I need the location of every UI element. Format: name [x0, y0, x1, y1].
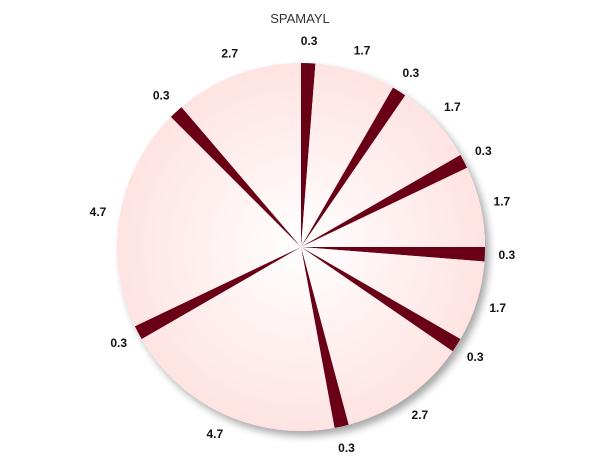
slice-label-14: 4.7 [90, 205, 107, 219]
pie-slice-15 [170, 107, 301, 247]
slice-label-6: 1.7 [494, 195, 511, 209]
pie-slice-9 [301, 247, 461, 352]
pie-slice-1 [301, 63, 316, 247]
pie-slice-5 [301, 155, 468, 247]
slice-label-12: 4.7 [206, 427, 223, 441]
pie-slice-12 [141, 247, 335, 432]
pie-slice-6 [301, 167, 485, 247]
pie-slice-4 [301, 95, 461, 247]
pie-slice-11 [301, 247, 349, 428]
pie-slice-10 [301, 247, 453, 425]
slice-label-1: 0.3 [301, 34, 318, 48]
slice-label-8: 1.7 [489, 301, 506, 315]
slice-label-5: 0.3 [475, 144, 492, 158]
pie-slices [116, 63, 485, 432]
slice-label-15: 0.3 [153, 89, 170, 103]
slice-label-9: 0.3 [467, 350, 484, 364]
slice-label-13: 0.3 [110, 336, 127, 350]
slice-label-3: 0.3 [403, 66, 420, 80]
pie-slice-7 [301, 247, 485, 262]
pie-slice-3 [301, 87, 406, 248]
pie-slice-13 [134, 247, 301, 339]
chart-title: SPAMAYL [270, 11, 329, 26]
pie-slice-16 [181, 63, 301, 247]
pie-slice-2 [301, 63, 393, 247]
slice-label-4: 1.7 [444, 100, 461, 114]
slice-label-11: 0.3 [338, 441, 355, 455]
slice-label-2: 1.7 [354, 43, 371, 57]
slice-label-16: 2.7 [221, 47, 238, 61]
slice-labels: 0.3 1.7 0.3 1.7 0.3 1.7 0.3 1.7 0.3 2.7 0.3 4.7 0.3 4… [90, 34, 516, 455]
slice-label-7: 0.3 [498, 248, 515, 262]
pie-slice-8 [301, 247, 485, 339]
pie-slice-14 [116, 116, 301, 327]
slice-label-10: 2.7 [412, 408, 429, 422]
